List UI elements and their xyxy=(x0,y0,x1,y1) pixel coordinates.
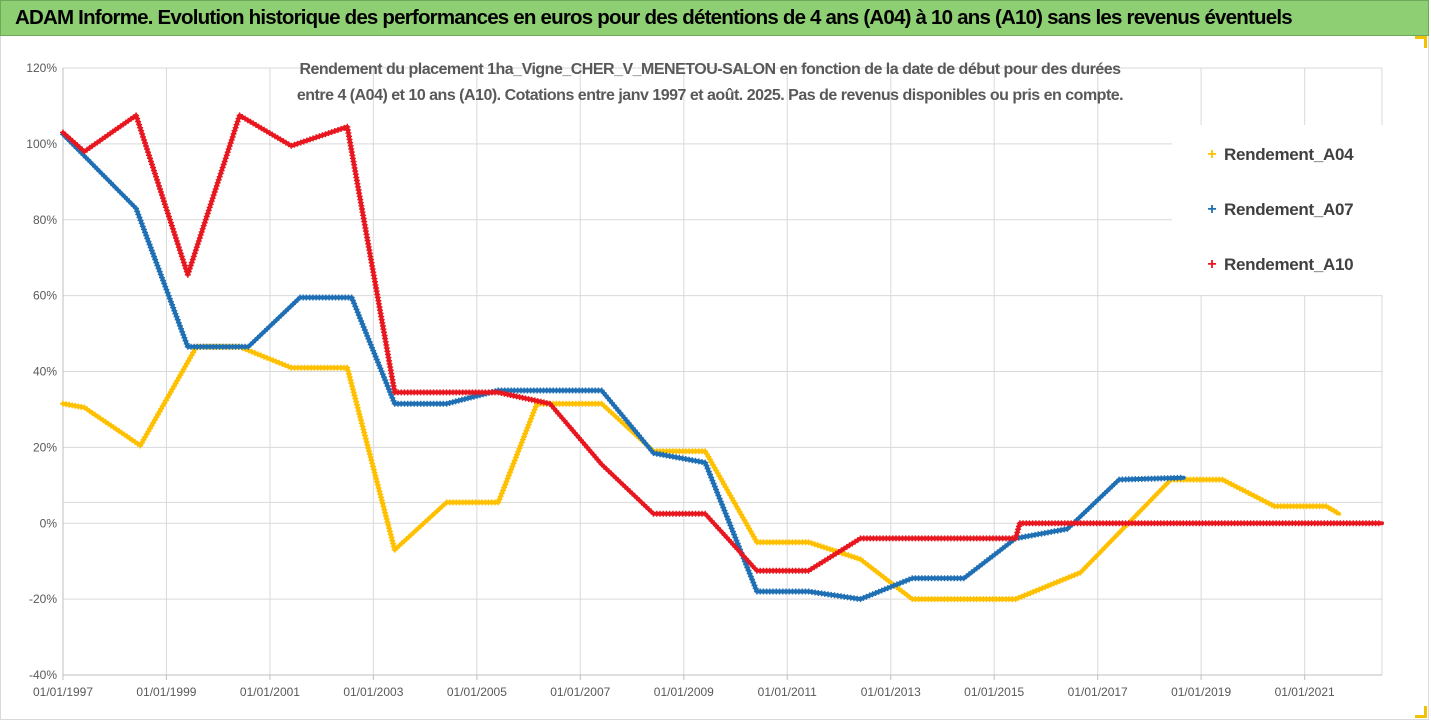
y-tick-label: 0% xyxy=(40,516,58,530)
y-tick-label: -20% xyxy=(29,592,57,606)
x-tick-label: 01/01/2017 xyxy=(1068,685,1128,699)
x-tick-label: 01/01/2005 xyxy=(447,685,507,699)
series-markers-rendement_a07 xyxy=(60,131,1184,603)
chart-frame xyxy=(0,36,1429,720)
y-tick-label: 40% xyxy=(33,365,57,379)
legend-item: + Rendement_A04 xyxy=(1172,143,1353,167)
y-tick-label: 80% xyxy=(33,213,57,227)
legend-item: + Rendement_A07 xyxy=(1172,198,1353,222)
x-tick-label: 01/01/2001 xyxy=(240,685,300,699)
legend-label: Rendement_A10 xyxy=(1224,255,1354,274)
chart-legend: + Rendement_A04 + Rendement_A07 + Rendem… xyxy=(1172,125,1402,295)
legend-marker: + xyxy=(1207,256,1217,273)
series-markers-rendement_a04 xyxy=(60,343,1340,603)
y-tick-label: 120% xyxy=(26,61,57,75)
legend-label: Rendement_A07 xyxy=(1224,200,1354,219)
legend-marker: + xyxy=(1207,146,1217,163)
y-tick-label: 60% xyxy=(33,289,57,303)
x-tick-label: 01/01/1999 xyxy=(136,685,196,699)
chart-title: Rendement du placement 1ha_Vigne_CHER_V_… xyxy=(296,61,1124,104)
x-tick-label: 01/01/2011 xyxy=(758,685,817,699)
y-tick-label: 100% xyxy=(26,137,57,151)
frame-corner-mark xyxy=(1415,36,1427,39)
x-tick-label: 01/01/2013 xyxy=(861,685,921,699)
frame-corner-mark xyxy=(1415,715,1427,718)
page-banner: ADAM Informe. Evolution historique des p… xyxy=(0,0,1429,36)
x-tick-label: 01/01/2021 xyxy=(1275,685,1335,699)
legend-label: Rendement_A04 xyxy=(1224,145,1354,164)
frame-corner-mark xyxy=(1424,706,1427,718)
x-tick-label: 01/01/2015 xyxy=(964,685,1024,699)
legend-item: + Rendement_A10 xyxy=(1172,253,1353,277)
x-tick-label: 01/01/2009 xyxy=(654,685,714,699)
series-markers-rendement_a10 xyxy=(60,112,1382,574)
x-tick-label: 01/01/2019 xyxy=(1171,685,1231,699)
frame-corner-mark xyxy=(1424,36,1427,48)
y-tick-label: 20% xyxy=(33,440,57,454)
series-line-rendement_a04 xyxy=(61,344,1342,602)
x-tick-label: 01/01/1997 xyxy=(33,685,93,699)
y-tick-label: -40% xyxy=(29,668,57,682)
x-tick-label: 01/01/2007 xyxy=(550,685,610,699)
legend-marker: + xyxy=(1207,201,1217,218)
banner-title: ADAM Informe. Evolution historique des p… xyxy=(15,6,1293,29)
x-tick-label: 01/01/2003 xyxy=(343,685,403,699)
